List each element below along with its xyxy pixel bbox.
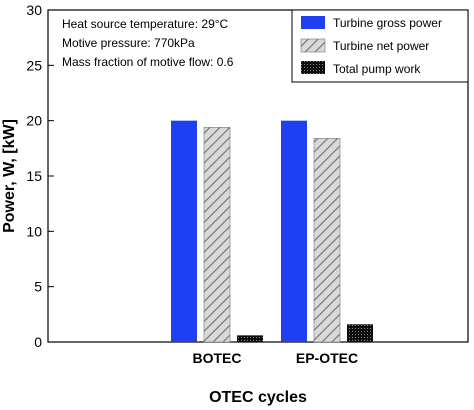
y-axis: 0 5 10 15 20 25 30 xyxy=(26,2,54,350)
legend-label-gross: Turbine gross power xyxy=(333,16,442,30)
annotation-mass-fraction: Mass fraction of motive flow: 0.6 xyxy=(62,55,234,69)
bars xyxy=(171,120,373,343)
legend-label-pump: Total pump work xyxy=(333,62,421,76)
annotations: Heat source temperature: 29°C Motive pre… xyxy=(62,17,234,69)
bar-turbine-net-power-botec xyxy=(203,127,231,343)
legend-swatch-pump xyxy=(301,61,325,74)
annotation-heat-source: Heat source temperature: 29°C xyxy=(62,17,229,31)
x-axis-title: OTEC cycles xyxy=(209,389,307,406)
bar-turbine-net-power-ep-otec xyxy=(313,138,341,343)
legend: Turbine gross power Turbine net power To… xyxy=(291,9,469,83)
legend-swatch-gross xyxy=(301,16,325,29)
annotation-motive-pressure: Motive pressure: 770kPa xyxy=(62,36,195,50)
bar-turbine-gross-power-botec xyxy=(171,120,197,343)
y-tick-label: 15 xyxy=(26,168,42,184)
y-tick-label: 0 xyxy=(34,334,42,350)
legend-swatch-net xyxy=(300,38,326,53)
x-tick-label: BOTEC xyxy=(193,350,242,366)
bar-total-pump-work-botec xyxy=(237,335,263,342)
y-tick-label: 10 xyxy=(26,223,42,239)
y-tick-label: 20 xyxy=(26,113,42,129)
y-axis-title: Power, W, [kW] xyxy=(1,119,18,233)
x-tick-label: EP-OTEC xyxy=(296,350,358,366)
x-axis: BOTEC EP-OTEC xyxy=(193,336,358,366)
legend-label-net: Turbine net power xyxy=(333,39,429,53)
bar-turbine-gross-power-ep-otec xyxy=(281,120,307,343)
y-tick-label: 25 xyxy=(26,57,42,73)
y-tick-label: 30 xyxy=(26,2,42,18)
bar-total-pump-work-ep-otec xyxy=(347,324,373,342)
y-tick-label: 5 xyxy=(34,279,42,295)
